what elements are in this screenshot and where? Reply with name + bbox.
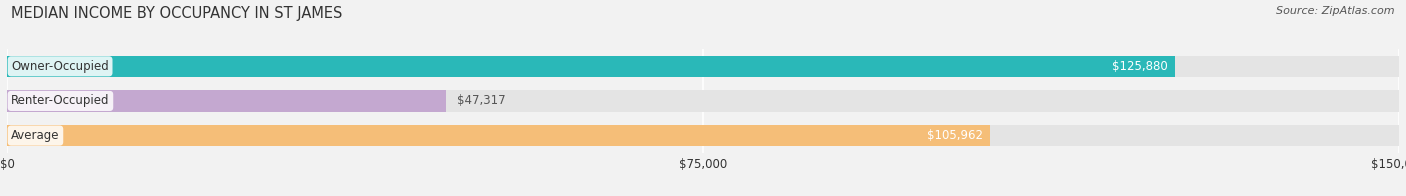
Bar xyxy=(7,90,446,112)
Bar xyxy=(7,56,1175,77)
Text: $105,962: $105,962 xyxy=(928,129,983,142)
Text: $47,317: $47,317 xyxy=(457,94,506,107)
Bar xyxy=(7,56,1399,77)
Text: Source: ZipAtlas.com: Source: ZipAtlas.com xyxy=(1277,6,1395,16)
Bar xyxy=(7,125,990,146)
Text: Renter-Occupied: Renter-Occupied xyxy=(11,94,110,107)
Text: Owner-Occupied: Owner-Occupied xyxy=(11,60,108,73)
Bar xyxy=(7,125,1399,146)
Text: MEDIAN INCOME BY OCCUPANCY IN ST JAMES: MEDIAN INCOME BY OCCUPANCY IN ST JAMES xyxy=(11,6,343,21)
Bar xyxy=(7,90,1399,112)
Text: Average: Average xyxy=(11,129,59,142)
Text: $125,880: $125,880 xyxy=(1112,60,1168,73)
